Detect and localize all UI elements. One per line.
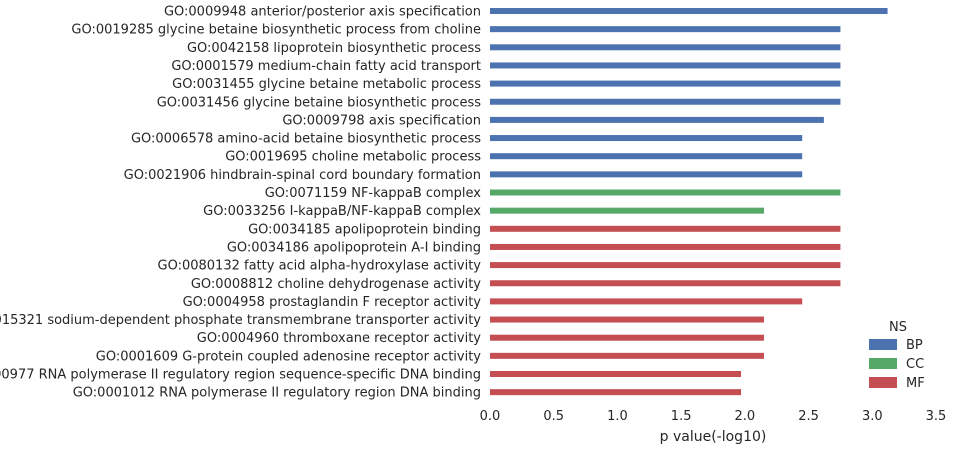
legend-label-bp: BP	[906, 338, 923, 353]
y-tick-label: GO:0001012 RNA polymerase II regulatory …	[73, 386, 481, 401]
y-tick-label: GO:0009948 anterior/posterior axis speci…	[164, 5, 481, 20]
legend-title: NS	[889, 320, 907, 335]
x-axis-label: p value(-log10)	[660, 429, 767, 445]
x-tick-label: 1.5	[671, 409, 692, 424]
legend-swatch-bp	[869, 339, 897, 350]
y-tick-label: GO:0009798 axis specification	[282, 113, 481, 128]
y-tick-label: GO:0015321 sodium-dependent phosphate tr…	[0, 313, 481, 328]
bar-mf	[490, 371, 742, 377]
y-tick-label: GO:0034185 apolipoprotein binding	[248, 222, 481, 237]
bar-mf	[490, 316, 764, 323]
bar-mf	[490, 389, 742, 396]
y-tick-label: GO:0080132 fatty acid alpha-hydroxylase …	[158, 259, 482, 274]
y-tick-label: GO:0001579 medium-chain fatty acid trans…	[171, 59, 481, 74]
bar-bp	[490, 153, 803, 160]
x-tick-label: 2.5	[798, 409, 819, 424]
y-tick-label: GO:0019285 glycine betaine biosynthetic …	[71, 23, 481, 38]
y-tick-label: GO:0033256 I-kappaB/NF-kappaB complex	[203, 204, 481, 219]
x-tick-label: 3.0	[862, 409, 883, 424]
bar-bp	[490, 44, 841, 51]
y-tick-label: GO:0008812 choline dehydrogenase activit…	[191, 277, 481, 292]
y-tick-label: GO:0001609 G-protein coupled adenosine r…	[96, 349, 482, 364]
bar-bp	[490, 26, 841, 33]
y-tick-label: GO:0042158 lipoprotein biosynthetic proc…	[187, 41, 481, 56]
bar-mf	[490, 243, 841, 250]
bar-bp	[490, 171, 803, 178]
bar-bp	[490, 135, 803, 142]
y-tick-labels: GO:0009948 anterior/posterior axis speci…	[0, 5, 481, 401]
bar-bp	[490, 98, 841, 105]
y-tick-label: GO:0004960 thromboxane receptor activity	[197, 331, 482, 346]
y-tick-label: GO:0021906 hindbrain-spinal cord boundar…	[124, 168, 481, 183]
y-tick-label: GO:0034186 apolipoprotein A-I binding	[227, 240, 481, 255]
y-tick-label: GO:0071159 NF-kappaB complex	[265, 186, 482, 201]
bar-mf	[490, 262, 841, 269]
bar-bp	[490, 62, 841, 69]
legend-label-mf: MF	[906, 376, 925, 391]
legend: NS BP CC MF	[869, 320, 925, 391]
bar-cc	[490, 207, 764, 214]
legend-swatch-cc	[869, 358, 897, 369]
bar-mf	[490, 280, 841, 287]
x-tick-label: 0.5	[543, 409, 564, 424]
x-tick-label: 0.0	[480, 409, 501, 424]
bar-bp	[490, 116, 824, 123]
bar-bp	[490, 80, 841, 87]
bar-bp	[490, 8, 888, 14]
y-tick-label: GO:0004958 prostaglandin F receptor acti…	[183, 295, 482, 310]
y-tick-label: GO:0006578 amino-acid betaine biosynthet…	[131, 132, 481, 147]
x-tick-label: 3.5	[926, 409, 947, 424]
x-tick-label: 1.0	[607, 409, 628, 424]
y-tick-label: GO:0031456 glycine betaine biosynthetic …	[157, 95, 481, 110]
legend-label-cc: CC	[906, 357, 924, 372]
y-tick-label: GO:0031455 glycine betaine metabolic pro…	[172, 77, 481, 92]
bar-mf	[490, 298, 803, 305]
x-tick-label: 2.0	[735, 409, 756, 424]
y-tick-label: GO:0000977 RNA polymerase II regulatory …	[0, 368, 481, 383]
bar-cc	[490, 189, 841, 196]
bars-group	[490, 8, 888, 396]
y-tick-label: GO:0019695 choline metabolic process	[225, 150, 481, 165]
x-tick-labels: 0.0 0.5 1.0 1.5 2.0 2.5 3.0 3.5	[480, 409, 947, 424]
bar-mf	[490, 352, 764, 359]
bar-mf	[490, 334, 764, 341]
legend-swatch-mf	[869, 377, 897, 388]
bar-mf	[490, 225, 841, 232]
